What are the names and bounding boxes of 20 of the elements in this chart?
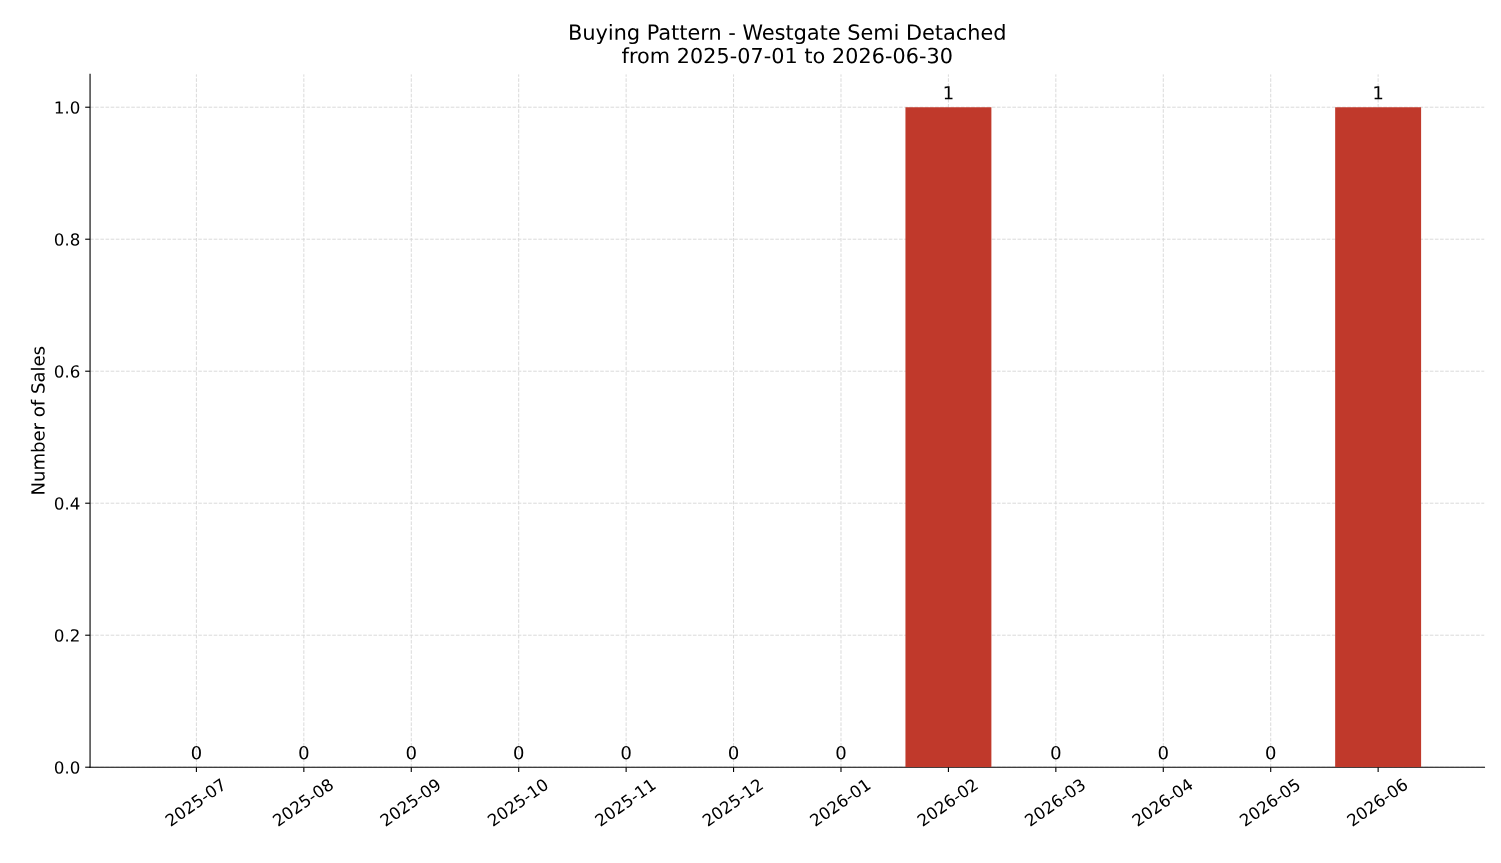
- y-axis-title: Number of Sales: [30, 346, 45, 494]
- data-label: 0: [406, 745, 416, 760]
- data-label: 0: [836, 745, 846, 760]
- data-label: 1: [944, 86, 953, 100]
- y-tick-label: 0.0: [54, 761, 80, 774]
- data-label: 0: [514, 745, 524, 760]
- data-label: 1: [1374, 86, 1383, 100]
- y-tick-label: 0.8: [54, 233, 80, 246]
- data-label: 0: [1158, 745, 1168, 760]
- y-tick-label: 0.4: [54, 497, 80, 510]
- data-label: 0: [191, 745, 201, 760]
- data-label: 0: [621, 745, 631, 760]
- y-tick-label: 1.0: [55, 101, 80, 114]
- y-tick-label: 0.2: [54, 629, 79, 642]
- data-label: 0: [1266, 745, 1276, 760]
- data-label: 0: [299, 745, 309, 760]
- data-label: 0: [1051, 745, 1061, 760]
- y-tick-label: 0.6: [54, 365, 80, 378]
- data-label: 0: [729, 745, 739, 760]
- chart-title: Buying Pattern - Westgate Semi Detached from 2025-07-01 to 2026-06-30: [570, 23, 1005, 64]
